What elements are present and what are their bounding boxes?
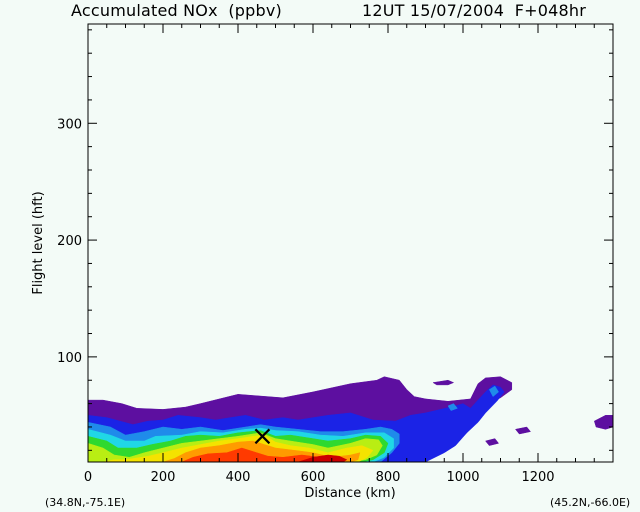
contour-level-3-region-3	[447, 403, 458, 411]
contour-level-3-region-2	[488, 385, 499, 397]
x-tick-label: 0	[84, 470, 92, 485]
contour-level-1-region-4	[515, 426, 531, 435]
x-tick-label: 800	[376, 470, 401, 485]
y-tick-label: 100	[57, 351, 82, 366]
x-tick-label: 200	[151, 470, 176, 485]
x-tick-label: 1200	[521, 470, 554, 485]
contour-level-1-region-2	[432, 379, 455, 386]
x-tick-label: 400	[226, 470, 251, 485]
y-tick-label: 200	[57, 234, 82, 249]
start-coordinate: (34.8N,-75.1E)	[45, 496, 126, 509]
location-marker	[254, 428, 271, 445]
x-axis-label: Distance (km)	[304, 486, 395, 501]
x-tick-label: 1000	[446, 470, 479, 485]
end-coordinate: (45.2N,-66.0E)	[550, 496, 631, 509]
axis-ticks: 0 200 400 600 800 1000 1200 100 200 300	[57, 24, 613, 485]
y-tick-label: 300	[57, 117, 82, 132]
chart-title: Accumulated NOx (ppbv)	[71, 1, 282, 20]
contour-fills	[87, 376, 614, 463]
marker-stroke-b	[254, 428, 271, 445]
chart-timestamp: 12UT 15/07/2004 F+048hr	[362, 1, 586, 20]
y-axis-label: Flight level (hft)	[31, 191, 46, 294]
contour-level-1-region-5	[485, 438, 500, 446]
x-tick-label: 600	[301, 470, 326, 485]
